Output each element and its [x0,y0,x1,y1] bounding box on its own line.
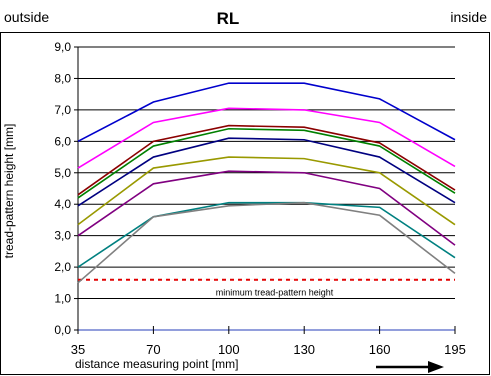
x-tick-label: 100 [218,342,240,357]
min-height-line-group: minimum tread-pattern height [78,278,455,298]
series-line [77,124,456,196]
y-tick-label: 7,0 [54,103,71,117]
right-note: inside [450,9,487,25]
series-line [77,170,456,246]
plot-border [0,32,490,375]
left-note: outside [4,9,49,25]
y-tick-label: 3,0 [54,229,71,243]
min-height-label: minimum tread-pattern height [216,288,334,298]
y-tick-labels: 0,0 1,0 2,0 3,0 4,0 5,0 6,0 7,0 8,0 9,0 [54,40,79,337]
series-lines [77,82,456,284]
x-tick-label: 160 [369,342,391,357]
x-axis: 35 70 100 130 160 195 [71,326,466,357]
y-tick-label: 0,0 [54,323,71,337]
y-tick-label: 6,0 [54,134,71,148]
series-line [77,156,456,226]
direction-arrow [376,361,444,373]
series-line [77,127,456,199]
y-tick-label: 5,0 [54,166,71,180]
x-axis-label: distance measuring point [mm] [75,357,238,371]
y-tick-label: 2,0 [54,260,71,274]
y-tick-label: 1,0 [54,292,71,306]
chart-title: RL [217,9,240,28]
series-line [77,137,456,207]
y-tick-label: 9,0 [54,40,71,54]
grid [78,46,455,300]
series-line [77,201,456,268]
series-line [77,82,456,143]
y-tick-label: 4,0 [54,197,71,211]
y-tick-label: 8,0 [54,71,71,85]
y-axis-label: tread-pattern height [mm] [2,124,16,259]
x-tick-label: 35 [71,342,85,357]
x-tick-label: 195 [444,342,466,357]
x-tick-label: 130 [293,342,315,357]
series-line [77,201,456,284]
x-tick-label: 70 [146,342,160,357]
series-line [77,107,456,169]
